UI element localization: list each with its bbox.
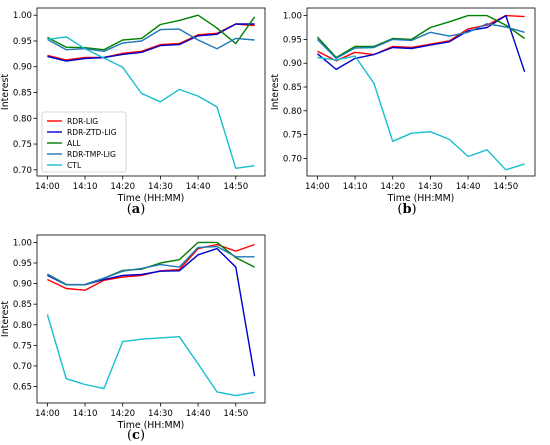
y-tick-label: 0.95 bbox=[13, 37, 32, 47]
x-axis-label: Time (HH:MM) bbox=[387, 193, 455, 204]
series-line-rdr-ztd-lig bbox=[47, 247, 256, 377]
x-tick-label: 14:40 bbox=[456, 182, 481, 192]
y-tick-label: 1.00 bbox=[13, 11, 32, 21]
y-tick-label: 0.80 bbox=[13, 321, 32, 331]
x-axis-label: Time (HH:MM) bbox=[117, 193, 185, 204]
y-tick-label: 0.95 bbox=[13, 259, 32, 269]
panel-caption: (c) bbox=[127, 428, 145, 443]
panel-caption: (a) bbox=[127, 202, 146, 217]
x-tick-label: 14:20 bbox=[110, 409, 135, 419]
series-line-rdr-ztd-lig bbox=[316, 14, 526, 73]
y-axis-label: Interest bbox=[0, 301, 11, 337]
x-axis-label: Time (HH:MM) bbox=[117, 420, 185, 431]
x-tick-label: 14:10 bbox=[73, 182, 98, 192]
y-tick-label: 1.00 bbox=[13, 238, 32, 248]
series-line-rdr-ztd-lig bbox=[47, 23, 255, 62]
y-tick-label: 0.75 bbox=[13, 341, 32, 351]
series-line-ctl bbox=[47, 36, 255, 170]
y-axis-label: Interest bbox=[270, 74, 281, 110]
y-tick-label: 0.70 bbox=[283, 154, 302, 164]
x-tick-label: 14:40 bbox=[186, 182, 211, 192]
panel-caption: (b) bbox=[397, 202, 416, 217]
y-tick-label: 0.75 bbox=[13, 140, 32, 150]
x-tick-label: 14:50 bbox=[223, 409, 248, 419]
y-tick-label: 0.70 bbox=[13, 362, 32, 372]
x-tick-label: 14:30 bbox=[418, 182, 443, 192]
y-tick-label: 0.80 bbox=[13, 114, 32, 124]
x-tick-label: 14:20 bbox=[110, 182, 135, 192]
x-tick-label: 14:00 bbox=[305, 182, 330, 192]
y-tick-label: 0.65 bbox=[13, 383, 32, 393]
y-axis-label: Interest bbox=[0, 74, 11, 110]
series-line-all bbox=[316, 14, 526, 59]
y-tick-label: 0.70 bbox=[13, 166, 32, 176]
y-tick-label: 0.85 bbox=[13, 300, 32, 310]
y-tick-label: 0.90 bbox=[13, 280, 32, 290]
x-tick-label: 14:30 bbox=[148, 409, 173, 419]
series-line-rdr-tmp-lig bbox=[47, 28, 255, 52]
legend-box bbox=[41, 111, 127, 173]
chart-panel-a: 0.70 0.75 0.80 0.85 0.90 0.95 1.00 14:00 14:10 14… bbox=[0, 7, 266, 217]
plot-frame bbox=[306, 7, 536, 177]
x-tick-label: 14:00 bbox=[35, 409, 60, 419]
y-tick-label: 0.85 bbox=[13, 89, 32, 99]
y-tick-label: 0.90 bbox=[283, 59, 302, 69]
x-tick-label: 14:50 bbox=[223, 182, 248, 192]
series-line-ctl bbox=[317, 55, 525, 171]
plot-frame bbox=[36, 234, 266, 404]
x-tick-label: 14:30 bbox=[148, 182, 173, 192]
x-tick-label: 14:20 bbox=[380, 182, 405, 192]
series-line-rdr-tmp-lig bbox=[47, 245, 255, 286]
legend-entry-rdr-ztd-lig: RDR-ZTD-LIG bbox=[67, 128, 117, 137]
x-tick-label: 14:40 bbox=[186, 409, 211, 419]
series-line-rdr-tmp-lig bbox=[316, 23, 525, 60]
plot-frame bbox=[36, 7, 266, 177]
series-line-rdr-lig bbox=[317, 14, 525, 62]
legend-entry-rdr-tmp-lig: RDR-TMP-LIG bbox=[67, 150, 116, 159]
series-line-rdr-lig bbox=[47, 23, 255, 61]
series-line-all bbox=[47, 14, 256, 51]
y-tick-label: 0.95 bbox=[283, 35, 302, 45]
x-tick-label: 14:00 bbox=[35, 182, 60, 192]
series-line-all bbox=[47, 241, 255, 286]
y-tick-label: 1.00 bbox=[283, 12, 302, 22]
series-line-ctl bbox=[46, 314, 255, 397]
y-tick-label: 0.85 bbox=[283, 83, 302, 93]
chart-panel-c: 0.65 0.70 0.75 0.80 0.85 0.90 0.95 1.00 14:00 14:… bbox=[0, 234, 266, 443]
y-tick-label: 0.75 bbox=[283, 131, 302, 141]
legend-entry-rdr-lig: RDR-LIG bbox=[67, 117, 98, 126]
y-tick-label: 0.90 bbox=[13, 63, 32, 73]
x-tick-label: 14:50 bbox=[493, 182, 518, 192]
y-tick-label: 0.80 bbox=[283, 107, 302, 117]
x-tick-label: 14:10 bbox=[343, 182, 368, 192]
legend-entry-all: ALL bbox=[67, 139, 81, 148]
legend-entry-ctl: CTL bbox=[67, 161, 82, 170]
series-line-rdr-lig bbox=[47, 243, 255, 291]
chart-panel-b: 0.70 0.75 0.80 0.85 0.90 0.95 1.00 14:00 14:10 14… bbox=[270, 7, 536, 217]
x-tick-label: 14:10 bbox=[73, 409, 98, 419]
